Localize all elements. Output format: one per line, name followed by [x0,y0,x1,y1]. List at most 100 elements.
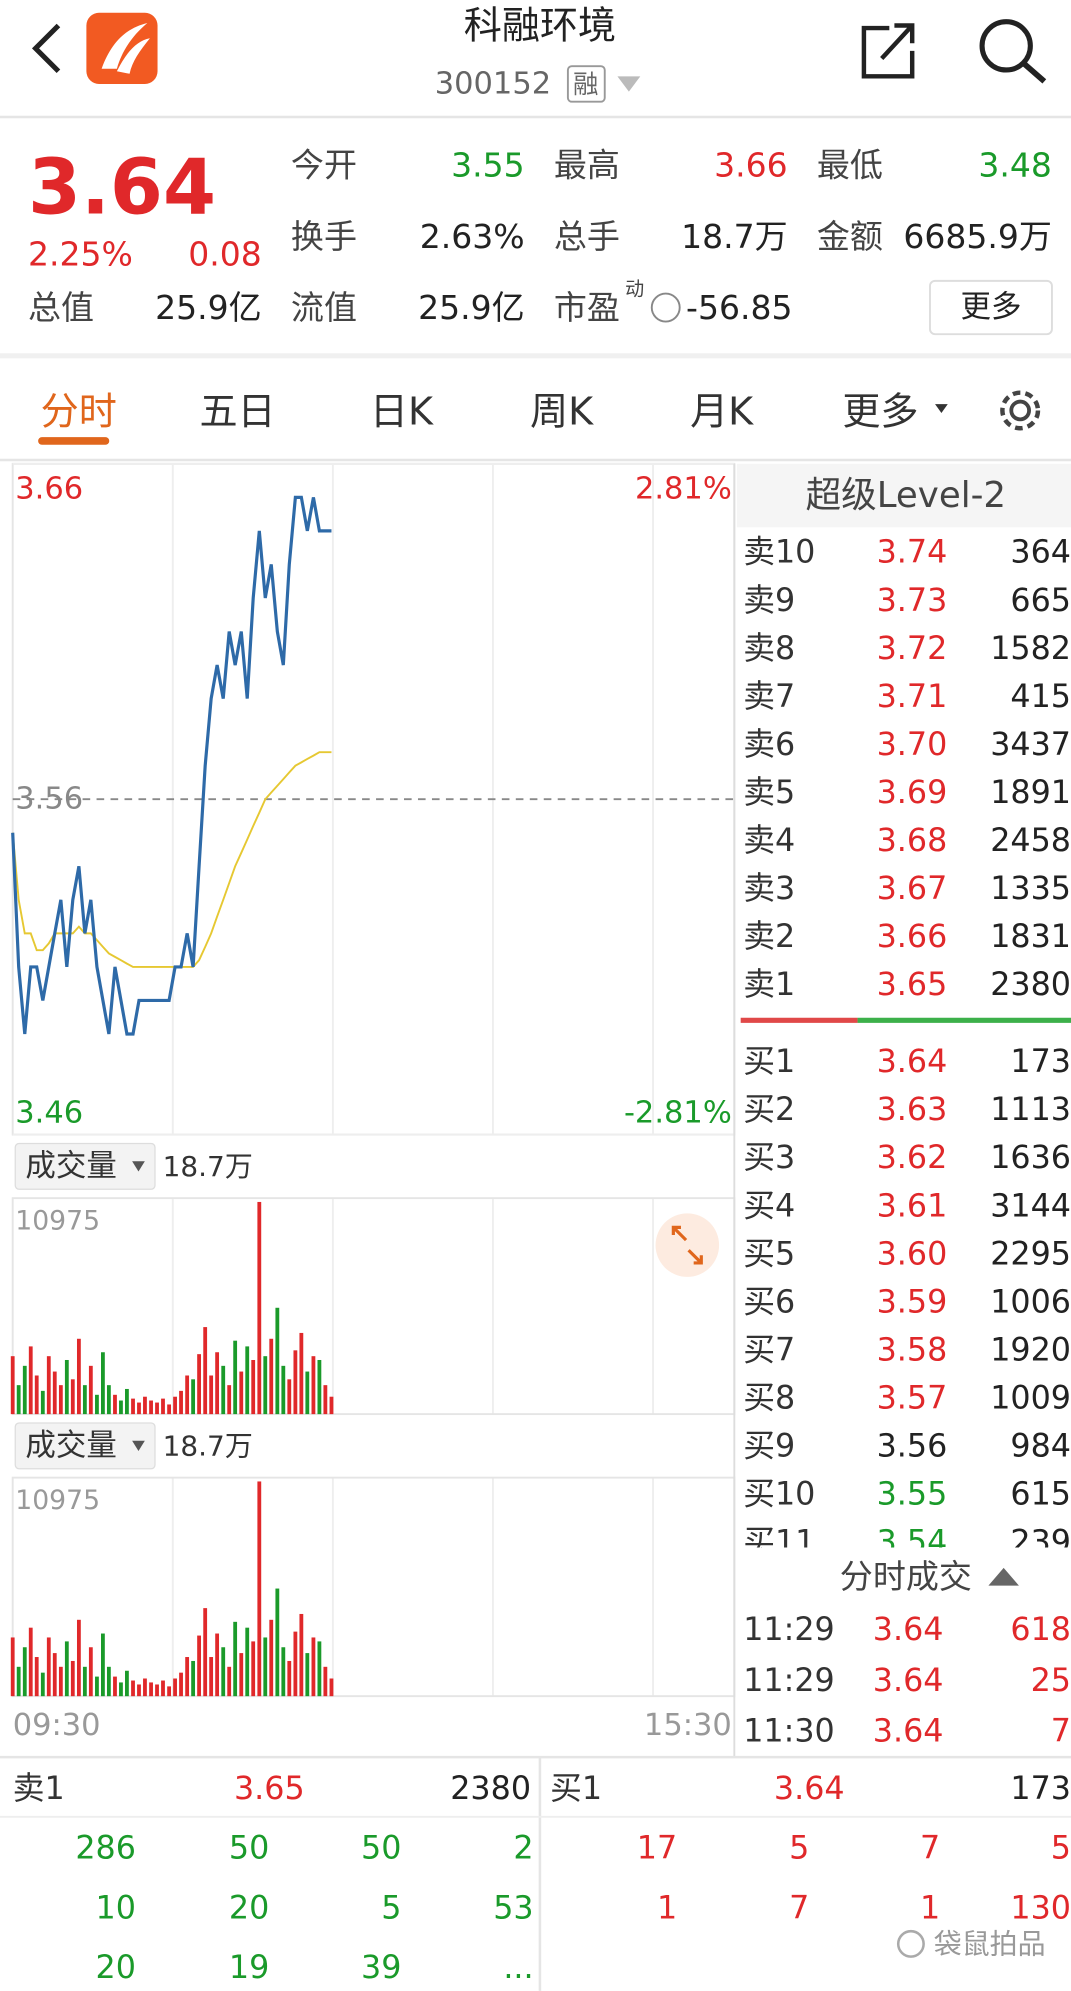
book-price: 3.55 [877,1476,948,1512]
book-price: 3.68 [877,823,948,859]
back-button[interactable] [31,23,61,74]
volume-bar [82,1666,87,1697]
tab[interactable]: 日K [370,390,434,434]
volume-bar [185,1657,190,1697]
volume-bar [203,1327,208,1415]
book-price: 3.58 [877,1332,948,1368]
book-price: 3.71 [877,679,948,715]
book-volume: 2295 [990,1236,1071,1272]
field-label: 今开 [291,146,357,185]
last-price: 3.64 [28,142,216,231]
book-volume: 1113 [990,1092,1071,1128]
volume-bar [191,1379,196,1415]
volume-bar [28,1346,33,1415]
share-icon[interactable] [861,23,915,79]
field-value: 18.7万 [681,217,788,256]
book-level: 卖3 [743,871,795,907]
volume-bar [245,1346,250,1415]
volume-total: 18.7万 [163,1150,253,1183]
volume-bar [263,1637,268,1697]
more-button[interactable] [929,279,1053,336]
volume-bar [10,1356,15,1415]
book-price: 3.65 [877,967,948,1003]
volume-bar [119,1682,123,1697]
volume-bar [293,1350,298,1415]
volume-bar [70,1660,75,1697]
watermark-icon [896,1929,925,1958]
volume-bar [131,1398,135,1415]
book-level: 卖2 [743,919,795,955]
dropdown-arrow[interactable] [617,76,641,92]
expand-button[interactable] [655,1213,720,1277]
book-volume: 984 [1010,1428,1071,1464]
volume-bar [293,1631,298,1697]
volume-bar [323,1385,328,1415]
volume-bar [22,1365,27,1415]
volume-bar [215,1633,220,1697]
tag-box [566,65,606,103]
field-label: 金额 [817,217,883,256]
book-volume: 2458 [990,823,1071,859]
book-level: 卖8 [743,631,795,667]
tab[interactable]: 周K [530,390,594,434]
volume-bar [40,1390,45,1415]
volume-bar [305,1371,310,1415]
field-label: 市盈 [554,288,620,327]
volume-bar [299,1613,304,1697]
queue-order: 10 [96,1890,136,1926]
book-volume: 3437 [990,727,1071,763]
volume-bar [58,1666,63,1697]
average-line [11,751,332,968]
volume-bar [209,1375,214,1415]
field-label: 总手 [554,217,620,256]
volume-bar [167,1686,172,1697]
indicator-selector[interactable] [14,1422,156,1470]
tab[interactable]: 月K [690,390,754,434]
volume-bar [239,1371,244,1415]
book-volume: 1920 [990,1332,1071,1368]
book-volume: 173 [1010,1044,1071,1080]
book-level: 卖1 [743,967,795,1003]
book-price: 3.61 [877,1188,948,1224]
volume-bar [227,1385,232,1415]
queue-order: 19 [229,1950,269,1986]
volume-total: 18.7万 [163,1429,253,1462]
book-volume: 615 [1010,1476,1071,1512]
volume-bar [113,1394,117,1415]
search-icon[interactable] [979,19,1033,73]
volume-bar [101,1352,105,1415]
settings-icon[interactable] [1000,390,1041,431]
indicator-selector[interactable] [14,1142,156,1190]
book-price: 3.56 [877,1428,948,1464]
volume-bar [281,1365,286,1415]
book-price: 3.57 [877,1380,948,1416]
field-value: 25.9亿 [418,288,525,327]
volume-bar [95,1394,99,1415]
gear-teeth [1000,390,1041,431]
indicator-dropdown [132,1161,145,1172]
volume-bar [323,1666,328,1697]
volume-bar [113,1676,117,1697]
tab[interactable]: 分时 [41,390,117,434]
field-value: 3.55 [451,146,525,185]
collapse-arrow[interactable] [988,1567,1019,1586]
y-tick-label: 3.46 [15,1096,83,1131]
volume-bar [269,1619,274,1697]
volume-bar [70,1379,75,1415]
book-level: 买7 [743,1332,795,1368]
queue-order: 1 [920,1890,940,1926]
book-volume: 364 [1010,535,1071,571]
tab[interactable]: 更多 [842,390,918,434]
queue-order: ... [503,1950,533,1986]
stock-name: 科融环境 [464,4,616,48]
order-book: 卖10 3.74 364 卖9 3.73 665 卖8 3.72 1582 卖7 3.71 415 卖6… [743,535,1071,1548]
book-level: 卖9 [743,583,795,619]
queue-order: 286 [75,1831,136,1867]
trade-volume: 25 [1031,1663,1071,1699]
tab[interactable]: 五日 [199,390,275,434]
trade-price: 3.64 [873,1714,944,1750]
queue-price: 3.64 [774,1771,845,1807]
queue-level: 买1 [550,1771,602,1807]
volume-bar [155,1684,159,1697]
